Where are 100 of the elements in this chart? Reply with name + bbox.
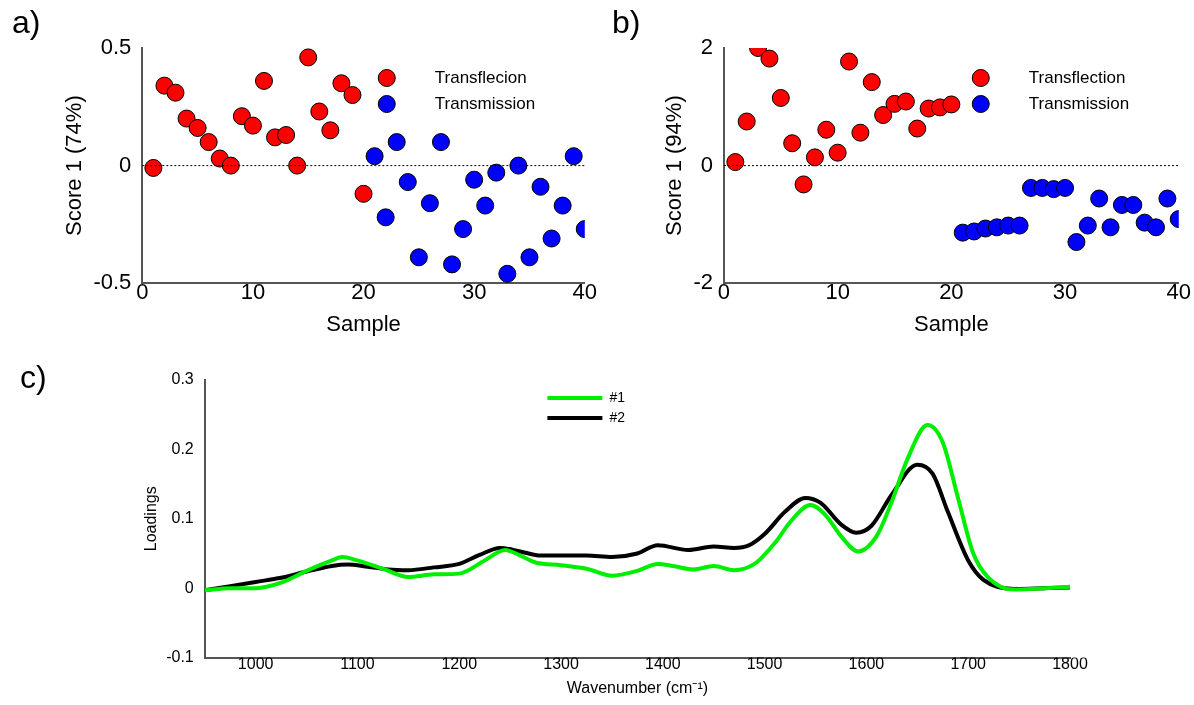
- point: [520, 248, 539, 267]
- point: [409, 248, 428, 267]
- point: [862, 73, 881, 92]
- point: [420, 194, 439, 213]
- point: [1147, 218, 1166, 237]
- point: [354, 184, 373, 203]
- point: [243, 116, 262, 135]
- point: [487, 163, 506, 182]
- text: c): [20, 358, 47, 395]
- point: [254, 71, 273, 90]
- x-axis-title: Sample: [326, 310, 401, 336]
- legend-label: #1: [609, 388, 626, 405]
- point: [553, 196, 572, 215]
- point: [1101, 218, 1120, 237]
- point: [805, 148, 824, 167]
- x-tick-label: 30: [1052, 279, 1078, 305]
- point: [1090, 189, 1109, 208]
- point: [332, 74, 351, 93]
- point: [908, 119, 927, 138]
- point: [1010, 216, 1029, 235]
- text: a): [12, 3, 41, 40]
- point: [310, 102, 329, 121]
- y-tick-label: 0: [184, 578, 194, 596]
- legend-label: Transmission: [434, 93, 536, 113]
- y-tick-label: 2: [700, 34, 713, 60]
- y-tick-label: 0.3: [171, 370, 194, 388]
- x-tick-label: 1000: [237, 654, 274, 672]
- point: [465, 170, 484, 189]
- point: [387, 133, 406, 152]
- text: b): [612, 3, 641, 40]
- x-tick-label: 1800: [1052, 654, 1088, 672]
- y-axis-title: Loadings: [142, 486, 160, 552]
- y-tick-label: -2: [693, 269, 713, 295]
- point: [942, 95, 961, 114]
- point: [851, 123, 870, 142]
- line-series: [204, 423, 1070, 593]
- point: [443, 255, 462, 274]
- y-tick-label: 0.2: [171, 439, 194, 457]
- point: [232, 107, 251, 126]
- y-tick-label: -0.5: [93, 269, 132, 295]
- y-tick-label: 0: [119, 151, 132, 177]
- legend-label: Transflecion: [434, 67, 527, 87]
- point: [828, 143, 847, 162]
- point: [760, 49, 779, 68]
- y-tick-label: 0.5: [100, 34, 132, 60]
- x-tick-label: 10: [825, 279, 850, 305]
- x-tick-label: 1200: [441, 654, 478, 672]
- point: [509, 156, 528, 175]
- y-tick-label: 0.1: [171, 509, 194, 527]
- point: [1067, 233, 1086, 252]
- x-tick-label: 20: [351, 279, 376, 305]
- point: [1158, 189, 1177, 208]
- legend-label: #2: [609, 408, 626, 425]
- point: [343, 86, 362, 105]
- point: [794, 175, 813, 194]
- point: [398, 173, 417, 192]
- point: [431, 133, 450, 152]
- point: [288, 156, 307, 175]
- point: [771, 88, 790, 107]
- y-axis-title: Score 1 (74%): [61, 95, 87, 236]
- x-tick-label: 0: [136, 279, 149, 305]
- point: [896, 92, 915, 111]
- point: [564, 147, 583, 166]
- x-tick-label: 40: [1166, 279, 1192, 305]
- x-tick-label: 1100: [340, 654, 375, 672]
- point: [277, 126, 296, 145]
- legend-label: Transmission: [1028, 93, 1130, 113]
- point: [542, 229, 561, 248]
- point: [874, 106, 893, 125]
- x-tick-label: 10: [240, 279, 266, 305]
- point: [1078, 216, 1097, 235]
- point: [299, 48, 318, 67]
- x-tick-label: 20: [939, 279, 964, 305]
- x-axis-title: Sample: [914, 310, 989, 336]
- x-tick-label: 0: [717, 279, 731, 305]
- x-tick-label: 1700: [950, 654, 987, 672]
- point: [531, 177, 550, 196]
- x-tick-label: 1400: [645, 654, 681, 672]
- x-tick-label: 40: [572, 279, 598, 305]
- legend-label: Transflection: [1028, 67, 1126, 87]
- point: [321, 121, 340, 140]
- x-tick-label: 1600: [848, 654, 885, 672]
- x-tick-label: 1300: [543, 654, 579, 672]
- x-axis-title: Wavenumber (cm⁻¹): [566, 678, 709, 696]
- point: [476, 196, 495, 215]
- point: [199, 133, 218, 152]
- point: [376, 208, 395, 227]
- point: [221, 156, 240, 175]
- y-tick-label: -0.1: [166, 648, 194, 666]
- point: [783, 134, 802, 153]
- point: [498, 264, 517, 283]
- point: [817, 120, 836, 139]
- point: [840, 52, 859, 71]
- point: [1124, 196, 1143, 214]
- point: [726, 153, 745, 172]
- x-tick-label: 30: [461, 279, 487, 305]
- y-tick-label: 0: [700, 151, 713, 177]
- point: [177, 109, 196, 128]
- point: [166, 83, 185, 102]
- point: [1056, 178, 1075, 197]
